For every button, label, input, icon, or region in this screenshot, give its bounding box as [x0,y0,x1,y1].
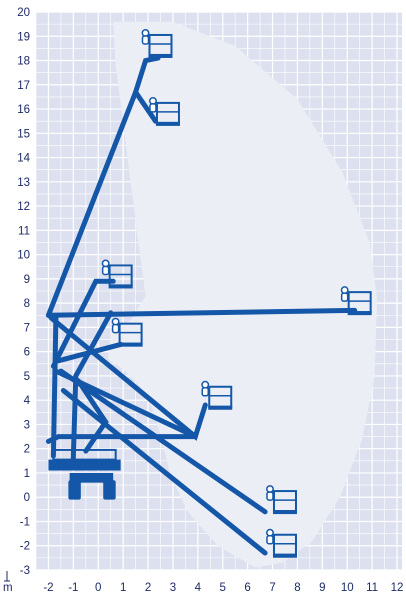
y-tick-label: 19 [17,31,30,43]
platform-floor [118,342,143,347]
y-tick-label: 10 [17,250,30,262]
x-tick-label: 12 [391,582,404,594]
operator-head [266,485,274,494]
operator-head [149,96,157,105]
x-tick-label: 11 [366,582,378,594]
platform-floor [148,53,173,58]
y-tick-label: 3 [24,419,30,431]
y-tick-label: 9 [24,274,30,286]
axle-housing [69,472,114,483]
y-tick-label: 1 [24,468,30,480]
y-tick-label: 20 [17,7,30,19]
operator-head [201,380,210,389]
y-tick-label: 11 [18,225,30,237]
y-tick-label: 13 [17,177,30,189]
y-tick-label: -2 [20,541,30,553]
x-tick-label: 8 [294,582,300,594]
y-tick-label: 17 [17,80,30,92]
x-tick-label: 10 [341,582,354,594]
work-platform [201,380,233,410]
platform-floor [347,311,372,316]
chassis [48,459,121,471]
x-tick-label: 5 [220,582,226,594]
y-tick-label: 5 [24,371,30,383]
operator-head [340,286,349,295]
boom-arm [50,278,116,369]
boom-arm [45,307,358,318]
platform-floor [108,284,133,289]
operator-body [149,103,157,113]
y-tick-label: 12 [17,201,30,213]
operator-body [101,265,110,276]
x-tick-label: 6 [244,582,250,594]
operator-head [141,29,150,37]
work-platform [101,259,133,289]
working-envelope [108,21,378,568]
wheel-right [103,480,116,500]
operator-body [340,292,349,302]
work-platform [149,96,180,126]
y-tick-label: 0 [24,492,30,504]
x-tick-label: -1 [68,582,78,594]
y-tick-label: 4 [24,395,31,407]
y-tick-label: 8 [24,298,30,310]
x-tick-label: -2 [43,582,53,594]
platform-floor [272,553,297,558]
y-tick-label: 6 [24,347,30,359]
y-tick-label: 7 [24,322,30,334]
y-tick-label: 2 [24,444,30,456]
y-tick-label: -1 [20,516,30,528]
platform-floor [208,405,233,410]
x-tick-label: 7 [269,582,275,594]
boom-lift-machine [45,29,372,558]
platform-floor [155,121,180,126]
x-tick-label: 9 [319,582,325,594]
x-tick-label: 4 [195,582,202,594]
wheel-left [68,480,81,500]
x-tick-label: 2 [145,582,151,594]
operator-body [111,323,120,334]
work-platform [141,29,173,58]
operator-head [111,317,120,326]
boom-arm [70,310,114,461]
boom-arm [60,388,268,556]
y-tick-label: 16 [17,104,30,116]
x-axis-tick-labels: -2 -1 0 1 2 3 4 5 6 7 8 9 10 11 12 [43,582,403,594]
operator-body [266,534,274,545]
y-tick-label: 14 [17,153,30,165]
operator-head [101,259,110,268]
y-tick-label: -3 [20,565,30,577]
unit-label: m [3,582,13,594]
operator-body [201,386,209,397]
work-platform [111,317,143,347]
boom-arm [75,378,109,454]
operator-body [141,35,150,45]
x-tick-label: 0 [95,582,101,594]
y-tick-label: 18 [17,56,30,68]
boom-arm [50,315,59,459]
boom-arm [58,368,268,515]
x-tick-label: 3 [170,582,176,594]
operator-body [266,491,274,501]
x-tick-label: 1 [120,582,126,594]
work-platform [266,528,297,558]
platform-floor [272,510,297,515]
operator-head [266,528,274,537]
work-platform [340,286,372,316]
boom-arm [133,89,158,124]
unit-marker: m [3,571,13,594]
boom-arm [45,55,161,318]
y-tick-label: 15 [17,128,30,140]
work-platform [266,485,297,515]
